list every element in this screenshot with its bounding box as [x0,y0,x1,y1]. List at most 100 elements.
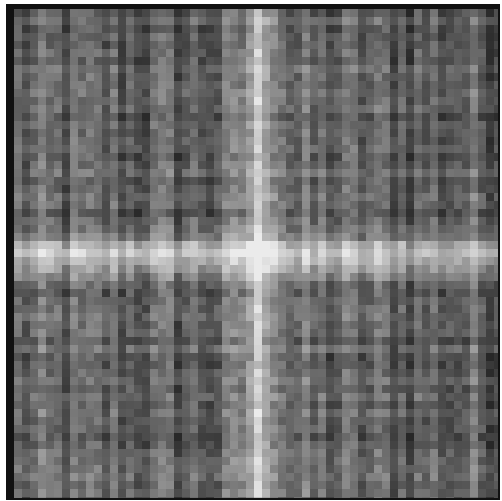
pixel [438,337,446,345]
pixel [382,41,390,49]
pixel [126,385,134,393]
pixel [350,145,358,153]
pixel [358,193,366,201]
pixel [326,49,334,57]
pixel [438,201,446,209]
pixel [278,489,286,497]
pixel [206,305,214,313]
pixel [182,17,190,25]
pixel [342,177,350,185]
pixel [86,137,94,145]
pixel [158,177,166,185]
pixel [158,353,166,361]
pixel [206,281,214,289]
pixel [294,361,302,369]
pixel [102,281,110,289]
pixel [270,457,278,465]
pixel [230,321,238,329]
pixel [134,497,142,498]
pixel [358,169,366,177]
pixel [254,265,262,273]
pixel [182,417,190,425]
pixel [246,313,254,321]
pixel [486,129,494,137]
pixel [294,481,302,489]
pixel [86,65,94,73]
pixel [374,321,382,329]
pixel [214,257,222,265]
pixel [286,105,294,113]
pixel [38,177,46,185]
pixel [438,497,446,498]
pixel [462,393,470,401]
pixel [326,489,334,497]
pixel [62,73,70,81]
pixel [30,345,38,353]
pixel [62,425,70,433]
pixel [110,137,118,145]
pixel [326,97,334,105]
pixel [430,385,438,393]
pixel [406,81,414,89]
pixel [62,241,70,249]
pixel [198,345,206,353]
pixel [478,353,486,361]
pixel [334,49,342,57]
pixel [126,185,134,193]
pixel [94,425,102,433]
pixel [86,297,94,305]
pixel [62,257,70,265]
pixel [334,25,342,33]
pixel [342,273,350,281]
pixel [446,289,454,297]
pixel [358,361,366,369]
pixel [310,57,318,65]
pixel [46,489,54,497]
pixel [478,129,486,137]
pixel [166,385,174,393]
pixel [46,97,54,105]
pixel [230,25,238,33]
pixel [478,217,486,225]
pixel [158,185,166,193]
pixel [158,297,166,305]
pixel [398,297,406,305]
pixel [46,65,54,73]
pixel [430,233,438,241]
pixel [38,81,46,89]
pixel [54,169,62,177]
pixel [182,353,190,361]
pixel [30,281,38,289]
pixel [294,393,302,401]
pixel [486,153,494,161]
pixel [358,297,366,305]
pixel [254,273,262,281]
pixel [494,353,498,361]
pixel [318,169,326,177]
pixel [318,353,326,361]
pixel [78,241,86,249]
pixel [478,441,486,449]
pixel [454,225,462,233]
pixel [398,209,406,217]
pixel [278,433,286,441]
pixel [382,321,390,329]
pixel [230,393,238,401]
pixel [494,177,498,185]
pixel [406,129,414,137]
pixel [134,321,142,329]
pixel [190,201,198,209]
pixel [198,41,206,49]
pixel [158,233,166,241]
pixel [262,417,270,425]
pixel [278,121,286,129]
pixel [366,393,374,401]
pixel [334,265,342,273]
pixel [222,265,230,273]
pixel [238,297,246,305]
pixel [158,457,166,465]
pixel [334,65,342,73]
pixel [190,185,198,193]
pixel [430,337,438,345]
pixel [142,361,150,369]
